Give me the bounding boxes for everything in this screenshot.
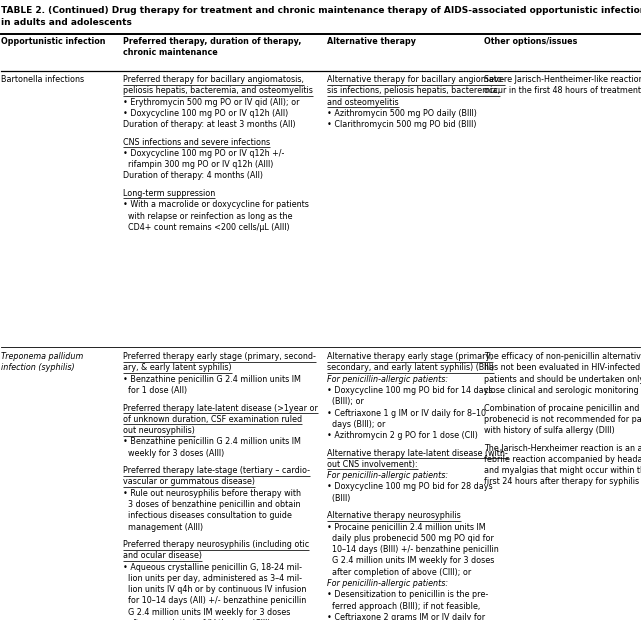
Text: Duration of therapy: 4 months (AII): Duration of therapy: 4 months (AII) — [123, 172, 263, 180]
Text: • Ceftriaxone 2 grams IM or IV daily for: • Ceftriaxone 2 grams IM or IV daily for — [327, 613, 485, 620]
Text: and osteomyelitis: and osteomyelitis — [327, 97, 399, 107]
Text: CNS infections and severe infections: CNS infections and severe infections — [123, 138, 271, 147]
Text: ferred approach (BIII); if not feasible,: ferred approach (BIII); if not feasible, — [327, 601, 480, 611]
Text: The Jarisch-Herxheimer reaction is an acute: The Jarisch-Herxheimer reaction is an ac… — [484, 443, 641, 453]
Text: • Doxycycline 100 mg PO bid for 28 days: • Doxycycline 100 mg PO bid for 28 days — [327, 482, 492, 492]
Text: For penicillin-allergic patients:: For penicillin-allergic patients: — [327, 471, 448, 480]
Text: 3 doses of benzathine penicillin and obtain: 3 doses of benzathine penicillin and obt… — [123, 500, 301, 509]
Text: with relapse or reinfection as long as the: with relapse or reinfection as long as t… — [123, 211, 292, 221]
Text: • Erythromycin 500 mg PO or IV qid (AII); or: • Erythromycin 500 mg PO or IV qid (AII)… — [123, 97, 299, 107]
Text: • Azithromycin 2 g PO for 1 dose (CII): • Azithromycin 2 g PO for 1 dose (CII) — [327, 431, 478, 440]
Text: lion units IV q4h or by continuous IV infusion: lion units IV q4h or by continuous IV in… — [123, 585, 306, 594]
Text: Alternative therapy neurosyphilis: Alternative therapy neurosyphilis — [327, 512, 461, 520]
Text: Long-term suppression: Long-term suppression — [123, 189, 215, 198]
Text: after completion of above (CIII); or: after completion of above (CIII); or — [327, 568, 471, 577]
Text: • Azithromycin 500 mg PO daily (BIII): • Azithromycin 500 mg PO daily (BIII) — [327, 109, 477, 118]
Text: out neurosyphilis): out neurosyphilis) — [123, 426, 195, 435]
Text: peliosis hepatis, bacteremia, and osteomyelitis: peliosis hepatis, bacteremia, and osteom… — [123, 86, 313, 95]
Text: and myalgias that might occur within the: and myalgias that might occur within the — [484, 466, 641, 475]
Text: The efficacy of non-penicillin alternatives: The efficacy of non-penicillin alternati… — [484, 352, 641, 361]
Text: close clinical and serologic monitoring (BIII): close clinical and serologic monitoring … — [484, 386, 641, 395]
Text: for 10–14 days (AII) +/- benzathine penicillin: for 10–14 days (AII) +/- benzathine peni… — [123, 596, 306, 606]
Text: • Doxycycline 100 mg PO or IV q12h (AII): • Doxycycline 100 mg PO or IV q12h (AII) — [123, 109, 288, 118]
Text: Preferred therapy early stage (primary, second-: Preferred therapy early stage (primary, … — [123, 352, 316, 361]
Text: after completion of IV therapy (CIII): after completion of IV therapy (CIII) — [123, 619, 271, 620]
Text: Treponema pallidum: Treponema pallidum — [1, 352, 83, 361]
Text: of unknown duration, CSF examination ruled: of unknown duration, CSF examination rul… — [123, 415, 302, 424]
Text: infection (syphilis): infection (syphilis) — [1, 363, 75, 373]
Text: and ocular disease): and ocular disease) — [123, 551, 202, 560]
Text: Preferred therapy late-stage (tertiary – cardio-: Preferred therapy late-stage (tertiary –… — [123, 466, 310, 475]
Text: Alternative therapy late-latent disease (with-: Alternative therapy late-latent disease … — [327, 449, 508, 458]
Text: • Procaine penicillin 2.4 million units IM: • Procaine penicillin 2.4 million units … — [327, 523, 485, 531]
Text: Alternative therapy for bacillary angiomato-: Alternative therapy for bacillary angiom… — [327, 75, 504, 84]
Text: CD4+ count remains <200 cells/µL (AIII): CD4+ count remains <200 cells/µL (AIII) — [123, 223, 290, 232]
Text: daily plus probenecid 500 mg PO qid for: daily plus probenecid 500 mg PO qid for — [327, 534, 494, 543]
Text: • Aqueous crystalline penicillin G, 18-24 mil-: • Aqueous crystalline penicillin G, 18-2… — [123, 562, 302, 572]
Text: • Clarithromycin 500 mg PO bid (BIII): • Clarithromycin 500 mg PO bid (BIII) — [327, 120, 476, 129]
Text: G 2.4 million units IM weekly for 3 doses: G 2.4 million units IM weekly for 3 dose… — [123, 608, 290, 617]
Text: ary, & early latent syphilis): ary, & early latent syphilis) — [123, 363, 231, 373]
Text: probenecid is not recommended for patients: probenecid is not recommended for patien… — [484, 415, 641, 424]
Text: • With a macrolide or doxycycline for patients: • With a macrolide or doxycycline for pa… — [123, 200, 309, 210]
Text: with history of sulfa allergy (DIII): with history of sulfa allergy (DIII) — [484, 426, 615, 435]
Text: has not been evaluated in HIV-infected: has not been evaluated in HIV-infected — [484, 363, 640, 373]
Text: • Rule out neurosyphilis before therapy with: • Rule out neurosyphilis before therapy … — [123, 489, 301, 498]
Text: Preferred therapy, duration of therapy,: Preferred therapy, duration of therapy, — [123, 37, 301, 46]
Text: weekly for 3 doses (AIII): weekly for 3 doses (AIII) — [123, 449, 224, 458]
Text: For penicillin-allergic patients:: For penicillin-allergic patients: — [327, 579, 448, 588]
Text: in adults and adolescents: in adults and adolescents — [1, 18, 132, 27]
Text: secondary, and early latent syphilis) (BIII): secondary, and early latent syphilis) (B… — [327, 363, 494, 373]
Text: • Benzathine penicillin G 2.4 million units IM: • Benzathine penicillin G 2.4 million un… — [123, 437, 301, 446]
Text: Other options/issues: Other options/issues — [484, 37, 578, 46]
Text: Alternative therapy early stage (primary,: Alternative therapy early stage (primary… — [327, 352, 492, 361]
Text: • Desensitization to penicillin is the pre-: • Desensitization to penicillin is the p… — [327, 590, 488, 600]
Text: Opportunistic infection: Opportunistic infection — [1, 37, 106, 46]
Text: rifampin 300 mg PO or IV q12h (AIII): rifampin 300 mg PO or IV q12h (AIII) — [123, 160, 274, 169]
Text: chronic maintenance: chronic maintenance — [123, 48, 218, 58]
Text: febrile reaction accompanied by headache: febrile reaction accompanied by headache — [484, 455, 641, 464]
Text: out CNS involvement):: out CNS involvement): — [327, 460, 417, 469]
Text: • Doxycycline 100 mg PO or IV q12h +/-: • Doxycycline 100 mg PO or IV q12h +/- — [123, 149, 285, 158]
Text: occur in the first 48 hours of treatment: occur in the first 48 hours of treatment — [484, 86, 641, 95]
Text: TABLE 2. (Continued) Drug therapy for treatment and chronic maintenance therapy : TABLE 2. (Continued) Drug therapy for tr… — [1, 6, 641, 16]
Text: Preferred therapy for bacillary angiomatosis,: Preferred therapy for bacillary angiomat… — [123, 75, 304, 84]
Text: for 1 dose (AII): for 1 dose (AII) — [123, 386, 187, 395]
Text: G 2.4 million units IM weekly for 3 doses: G 2.4 million units IM weekly for 3 dose… — [327, 556, 494, 565]
Text: For penicillin-allergic patients:: For penicillin-allergic patients: — [327, 374, 448, 384]
Text: (BIII); or: (BIII); or — [327, 397, 364, 406]
Text: days (BIII); or: days (BIII); or — [327, 420, 385, 429]
Text: Preferred therapy late-latent disease (>1year or: Preferred therapy late-latent disease (>… — [123, 404, 318, 412]
Text: Preferred therapy neurosyphilis (including otic: Preferred therapy neurosyphilis (includi… — [123, 540, 310, 549]
Text: Severe Jarisch-Hentheimer-like reaction can: Severe Jarisch-Hentheimer-like reaction … — [484, 75, 641, 84]
Text: Alternative therapy: Alternative therapy — [327, 37, 416, 46]
Text: sis infections, peliosis hepatis, bacteremia,: sis infections, peliosis hepatis, bacter… — [327, 86, 500, 95]
Text: lion units per day, administered as 3–4 mil-: lion units per day, administered as 3–4 … — [123, 574, 302, 583]
Text: 10–14 days (BIII) +/- benzathine penicillin: 10–14 days (BIII) +/- benzathine penicil… — [327, 545, 499, 554]
Text: Duration of therapy: at least 3 months (AII): Duration of therapy: at least 3 months (… — [123, 120, 296, 129]
Text: first 24 hours after therapy for syphilis: first 24 hours after therapy for syphili… — [484, 477, 639, 487]
Text: Combination of procaine penicillin and: Combination of procaine penicillin and — [484, 404, 639, 412]
Text: Bartonella infections: Bartonella infections — [1, 75, 85, 84]
Text: infectious diseases consultation to guide: infectious diseases consultation to guid… — [123, 512, 292, 520]
Text: vascular or gummatous disease): vascular or gummatous disease) — [123, 477, 255, 487]
Text: (BIII): (BIII) — [327, 494, 350, 503]
Text: management (AIII): management (AIII) — [123, 523, 203, 531]
Text: • Benzathine penicillin G 2.4 million units IM: • Benzathine penicillin G 2.4 million un… — [123, 374, 301, 384]
Text: • Ceftriaxone 1 g IM or IV daily for 8–10: • Ceftriaxone 1 g IM or IV daily for 8–1… — [327, 409, 486, 418]
Text: • Doxycycline 100 mg PO bid for 14 days: • Doxycycline 100 mg PO bid for 14 days — [327, 386, 492, 395]
Text: patients and should be undertaken only with: patients and should be undertaken only w… — [484, 374, 641, 384]
